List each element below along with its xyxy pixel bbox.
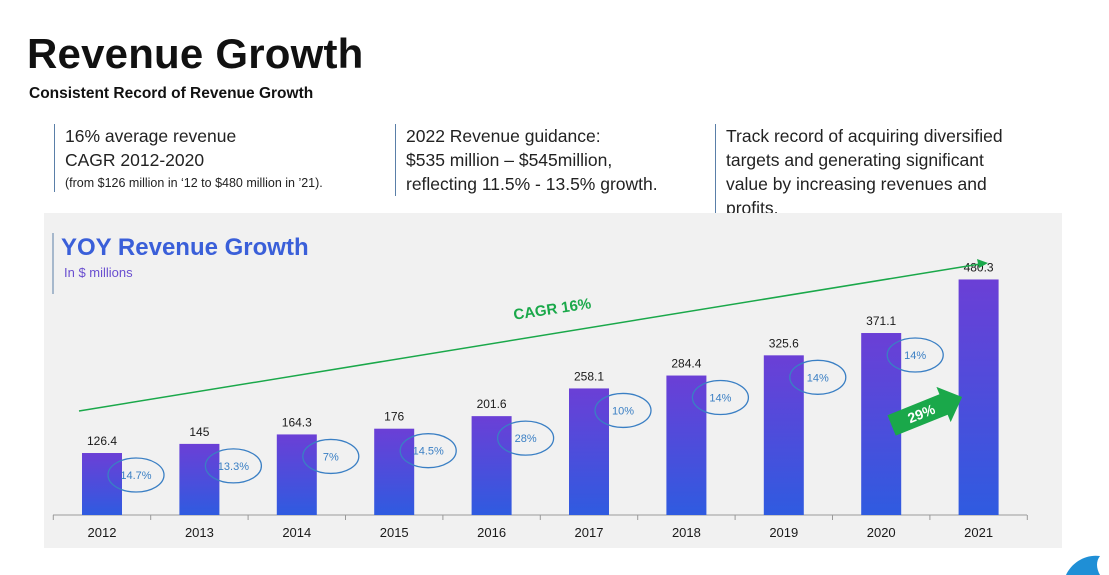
data-label: 284.4 [671, 357, 701, 371]
page-subtitle: Consistent Record of Revenue Growth [29, 85, 314, 102]
growth-circle [496, 420, 555, 456]
highlight-cagr: 16% average revenue CAGR 2012-2020 (from… [54, 124, 323, 192]
x-tick-label: 2015 [380, 525, 409, 540]
highlight-guidance: 2022 Revenue guidance: $535 million – $5… [395, 124, 658, 196]
data-label: 164.3 [282, 415, 312, 429]
data-label: 258.1 [574, 369, 604, 383]
bar-2017 [569, 388, 609, 515]
growth-circle [399, 433, 457, 469]
growth-label: 28% [515, 433, 537, 445]
chart-subtitle: In $ millions [64, 265, 133, 280]
x-tick-label: 2012 [88, 525, 117, 540]
highlight-line: 16% average revenue [65, 126, 237, 146]
cagr-trend-line [78, 263, 981, 412]
highlight-line: CAGR 2012-2020 [65, 150, 205, 170]
x-tick-label: 2021 [964, 525, 993, 540]
highlight-line: 2022 Revenue guidance: [406, 126, 601, 146]
data-label: 145 [189, 425, 209, 439]
bar-2015 [374, 428, 415, 515]
highlight-line: reflecting 11.5% - 13.5% growth. [406, 174, 658, 194]
growth-circle [789, 359, 847, 395]
growth-label: 14% [904, 350, 926, 362]
bar-2013 [179, 443, 220, 515]
x-tick-label: 2016 [477, 525, 506, 540]
bar-2016 [471, 416, 512, 515]
trend-arrowhead [977, 259, 988, 268]
highlight-note: (from $126 million in ‘12 to $480 millio… [65, 176, 323, 190]
growth-label: 14.5% [413, 446, 444, 458]
growth-circle [107, 457, 165, 493]
chart-title: YOY Revenue Growth [61, 234, 309, 261]
bar-2019 [763, 355, 804, 515]
x-tick-label: 2013 [185, 525, 214, 540]
bar-2012 [82, 453, 122, 515]
arrow-icon [887, 386, 963, 436]
x-tick-label: 2020 [867, 525, 896, 540]
highlight-line: $535 million – $545million, [406, 150, 613, 170]
page-title: Revenue Growth [27, 30, 364, 77]
highlight-line: Track record of acquiring diversified [726, 126, 1003, 146]
bar-2014 [276, 434, 317, 515]
x-tick-label: 2019 [769, 525, 798, 540]
growth-circle [204, 448, 263, 484]
growth-label: 13.3% [218, 461, 249, 473]
company-logo [1066, 555, 1100, 575]
bar-2018 [666, 375, 707, 515]
data-label: 371.1 [866, 314, 896, 328]
growth-label: 14% [807, 372, 829, 384]
highlight-line: targets and generating significant [726, 150, 984, 170]
data-label: 176 [384, 410, 404, 424]
bar-2021 [958, 279, 999, 515]
growth-label: 14.7% [120, 470, 151, 482]
data-label: 325.6 [769, 336, 799, 350]
growth-label: 10% [612, 405, 634, 417]
growth-label: 7% [323, 451, 339, 463]
data-label: 480.3 [964, 260, 994, 274]
growth-circle [886, 337, 944, 373]
data-label: 126.4 [87, 434, 117, 448]
growth-circle [594, 392, 652, 429]
x-tick-label: 2014 [282, 525, 311, 540]
data-label: 201.6 [477, 397, 507, 411]
growth-circle [302, 438, 360, 475]
cagr-label: CAGR 16% [512, 295, 592, 323]
highlight-line: value by increasing revenues and [726, 174, 987, 194]
x-tick-label: 2017 [575, 525, 604, 540]
growth-label: 14% [709, 393, 731, 405]
x-tick-label: 2018 [672, 525, 701, 540]
growth-circle [691, 379, 750, 416]
